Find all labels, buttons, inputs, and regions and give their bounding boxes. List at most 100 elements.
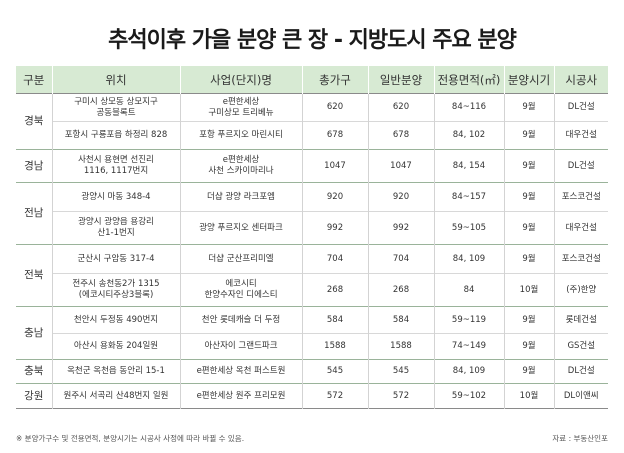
- cell-builder: 대우건설: [553, 121, 608, 150]
- cell-builder: 롯데건설: [553, 306, 608, 334]
- cell-general-sale: 992: [367, 211, 434, 245]
- cell-project-name: e편한세상 원주 프리모원: [179, 383, 302, 409]
- cell-total-units: 992: [301, 211, 368, 245]
- cell-period: 9월: [503, 333, 554, 360]
- cell-period: 9월: [503, 93, 554, 122]
- cell-area: 84, 154: [433, 149, 504, 183]
- cell-builder: DL건설: [553, 149, 608, 183]
- cell-project-name: 에코시티 한양수자인 디에스티: [179, 273, 302, 307]
- cell-period: 9월: [503, 211, 554, 245]
- cell-region: 경남: [16, 149, 52, 183]
- page-title: 추석이후 가을 분양 큰 장 - 지방도시 주요 분양: [108, 28, 517, 53]
- cell-project-name: 더샵 광양 라크포엠: [179, 182, 302, 212]
- cell-total-units: 584: [301, 306, 368, 334]
- cell-area: 84, 109: [433, 359, 504, 384]
- header-total-units: 총가구: [301, 66, 368, 94]
- cell-period: 10월: [503, 383, 554, 409]
- cell-area: 84, 102: [433, 121, 504, 150]
- cell-general-sale: 1047: [367, 149, 434, 183]
- cell-location: 원주시 서곡리 산48번지 일원: [51, 383, 180, 409]
- cell-project-name: e편한세상 구미상모 트리베뉴: [179, 93, 302, 122]
- cell-general-sale: 920: [367, 182, 434, 212]
- cell-area: 84, 109: [433, 244, 504, 274]
- cell-location: 구미시 상모동 상모지구 공동블록트: [51, 93, 180, 122]
- cell-area: 84~157: [433, 182, 504, 212]
- header-area: 전용면적(㎡): [433, 66, 504, 94]
- cell-builder: 포스코건설: [553, 182, 608, 212]
- header-category: 구분: [16, 66, 52, 94]
- cell-area: 59~119: [433, 306, 504, 334]
- cell-period: 9월: [503, 359, 554, 384]
- cell-project-name: 더샵 군산프리미엘: [179, 244, 302, 274]
- cell-project-name: e편한세상 사천 스카이마리나: [179, 149, 302, 183]
- cell-builder: DL건설: [553, 93, 608, 122]
- table-row: 충북 옥천군 옥천읍 동안리 15-1 e편한세상 옥천 퍼스트원 545 545 84,…: [16, 359, 608, 384]
- cell-location: 광양시 광양읍 용강리 산1-1번지: [51, 211, 180, 245]
- cell-total-units: 620: [301, 93, 368, 122]
- cell-total-units: 268: [301, 273, 368, 307]
- cell-period: 9월: [503, 121, 554, 150]
- cell-general-sale: 545: [367, 359, 434, 384]
- cell-general-sale: 584: [367, 306, 434, 334]
- cell-area: 84: [433, 273, 504, 307]
- cell-project-name: 포항 푸르지오 마린시티: [179, 121, 302, 150]
- source-credit: 자료 : 부동산인포: [552, 434, 608, 443]
- cell-project-name: 광양 푸르지오 센터파크: [179, 211, 302, 245]
- cell-region: 충남: [16, 306, 52, 360]
- cell-period: 9월: [503, 244, 554, 274]
- header-general-sale: 일반분양: [367, 66, 434, 94]
- cell-region: 충북: [16, 359, 52, 384]
- cell-builder: GS건설: [553, 333, 608, 360]
- cell-total-units: 704: [301, 244, 368, 274]
- cell-area: 59~102: [433, 383, 504, 409]
- cell-area: 59~105: [433, 211, 504, 245]
- cell-area: 74~149: [433, 333, 504, 360]
- table-row: 광양시 광양읍 용강리 산1-1번지 광양 푸르지오 센터파크 992 992 59~10…: [16, 211, 608, 245]
- cell-period: 9월: [503, 306, 554, 334]
- presale-table: 구분 위치 사업(단지)명 총가구 일반분양 전용면적(㎡) 분양시기 시공사 …: [16, 66, 608, 409]
- cell-region: 전북: [16, 244, 52, 307]
- cell-general-sale: 704: [367, 244, 434, 274]
- cell-region: 전남: [16, 182, 52, 245]
- table-row: 포항시 구룡포읍 하정리 828 포항 푸르지오 마린시티 678 678 84, 10…: [16, 121, 608, 150]
- cell-general-sale: 572: [367, 383, 434, 409]
- cell-general-sale: 1588: [367, 333, 434, 360]
- cell-location: 아산시 용화동 204일원: [51, 333, 180, 360]
- table-row: 경북 구미시 상모동 상모지구 공동블록트 e편한세상 구미상모 트리베뉴 620 620 8…: [16, 93, 608, 150]
- cell-total-units: 1047: [301, 149, 368, 183]
- table-row: 충남 천안시 두정동 490번지 천안 롯데캐슬 더 두정 584 584 59~119 9…: [16, 306, 608, 360]
- table-row: 아산시 용화동 204일원 아산자이 그랜드파크 1588 1588 74~149 9월 G…: [16, 333, 608, 360]
- cell-total-units: 678: [301, 121, 368, 150]
- cell-total-units: 1588: [301, 333, 368, 360]
- cell-region: 강원: [16, 383, 52, 409]
- cell-builder: 포스코건설: [553, 244, 608, 274]
- table-row: 경남 사천시 용현면 선진리 1116, 1117번지 e편한세상 사천 스카이마리나 1…: [16, 149, 608, 183]
- table-row: 강원 원주시 서곡리 산48번지 일원 e편한세상 원주 프리모원 572 572 59~…: [16, 383, 608, 409]
- cell-total-units: 572: [301, 383, 368, 409]
- cell-period: 10월: [503, 273, 554, 307]
- cell-project-name: 천안 롯데캐슬 더 두정: [179, 306, 302, 334]
- cell-area: 84~116: [433, 93, 504, 122]
- cell-location: 군산시 구암동 317-4: [51, 244, 180, 274]
- cell-builder: 대우건설: [553, 211, 608, 245]
- table-header-row: 구분 위치 사업(단지)명 총가구 일반분양 전용면적(㎡) 분양시기 시공사: [16, 66, 608, 94]
- table-row: 전주시 송천동2가 1315 (에코시티주상3블록) 에코시티 한양수자인 디에스티 2…: [16, 273, 608, 307]
- cell-project-name: 아산자이 그랜드파크: [179, 333, 302, 360]
- cell-location: 사천시 용현면 선진리 1116, 1117번지: [51, 149, 180, 183]
- cell-builder: DL건설: [553, 359, 608, 384]
- cell-general-sale: 678: [367, 121, 434, 150]
- table-row: 전남 광양시 마동 348-4 더샵 광양 라크포엠 920 920 84~157 9월 포스…: [16, 182, 608, 245]
- cell-period: 9월: [503, 149, 554, 183]
- table-row: 전북 군산시 구암동 317-4 더샵 군산프리미엘 704 704 84, 109 9월 포…: [16, 244, 608, 307]
- cell-total-units: 920: [301, 182, 368, 212]
- cell-project-name: e편한세상 옥천 퍼스트원: [179, 359, 302, 384]
- header-builder: 시공사: [553, 66, 608, 94]
- cell-general-sale: 620: [367, 93, 434, 122]
- cell-location: 포항시 구룡포읍 하정리 828: [51, 121, 180, 150]
- cell-period: 9월: [503, 182, 554, 212]
- cell-builder: (주)한양: [553, 273, 608, 307]
- cell-location: 옥천군 옥천읍 동안리 15-1: [51, 359, 180, 384]
- cell-general-sale: 268: [367, 273, 434, 307]
- cell-region: 경북: [16, 93, 52, 150]
- cell-builder: DL이앤씨: [553, 383, 608, 409]
